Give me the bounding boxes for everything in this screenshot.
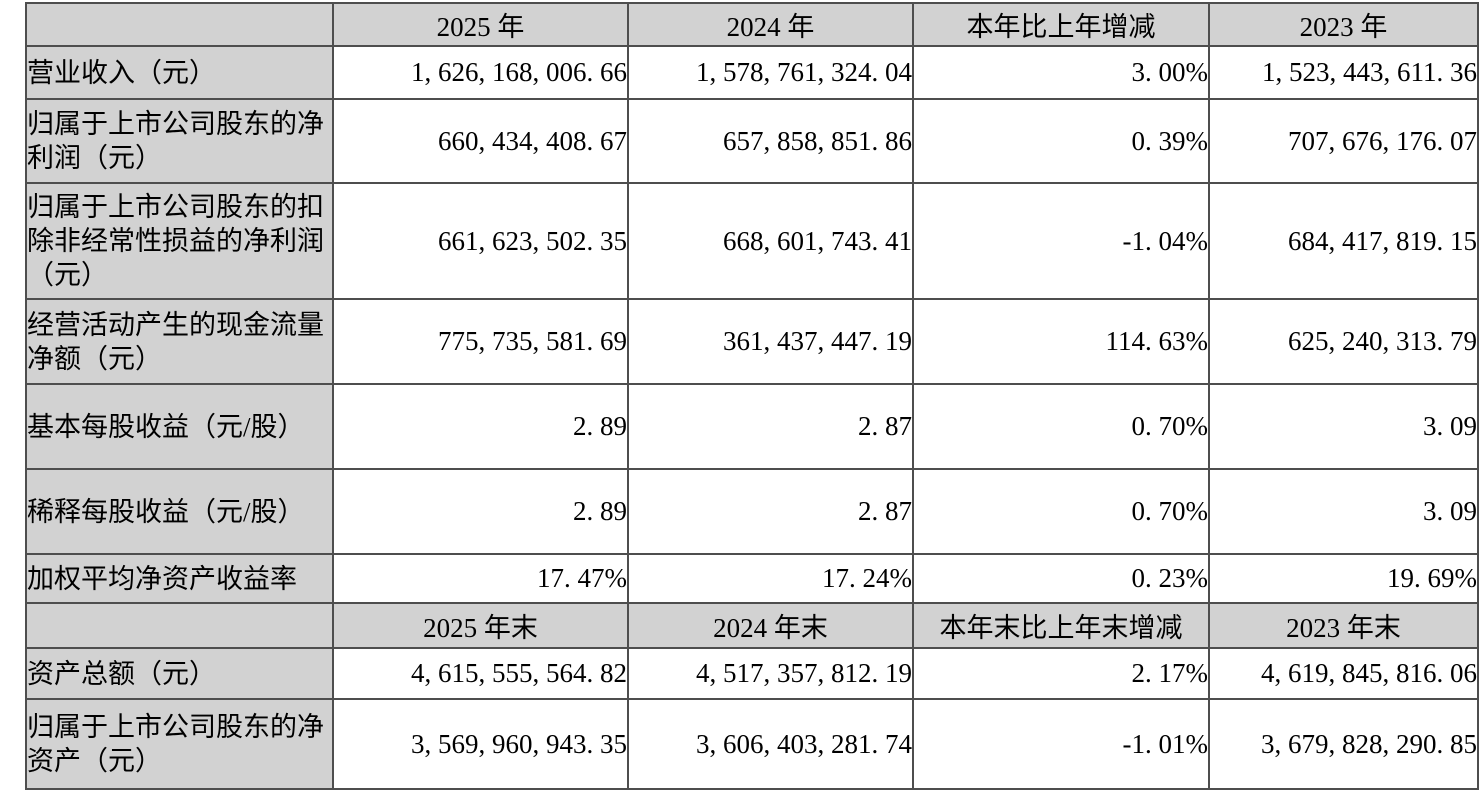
value-change: 114. 63% [912,298,1210,385]
financial-summary-table: 2025 年 2024 年 本年比上年增减 2023 年 营业收入（元） 1, … [25,2,1479,790]
value-2024: 657, 858, 851. 86 [627,98,914,184]
value-2024: 2. 87 [627,468,914,555]
row-label: 资产总额（元） [25,647,334,700]
col-header-yoy-change: 本年比上年增减 [912,2,1210,47]
value-2024: 361, 437, 447. 19 [627,298,914,385]
value-2025: 660, 434, 408. 67 [332,98,629,184]
row-weighted-average-roe: 加权平均净资产收益率 17. 47% 17. 24% 0. 23% 19. 69… [25,553,1479,604]
period-header-row: 2025 年 2024 年 本年比上年增减 2023 年 [25,2,1479,47]
value-2025: 775, 735, 581. 69 [332,298,629,385]
corner-cell [25,2,334,47]
value-2025: 17. 47% [332,553,629,604]
row-net-profit-attributable: 归属于上市公司股东的净利润（元） 660, 434, 408. 67 657, … [25,98,1479,184]
col-header-2023-end: 2023 年末 [1208,602,1479,649]
value-2024: 3, 606, 403, 281. 74 [627,698,914,790]
value-2023: 684, 417, 819. 15 [1208,182,1479,300]
period-end-header-row: 2025 年末 2024 年末 本年末比上年末增减 2023 年末 [25,602,1479,649]
corner-cell [25,602,334,649]
row-net-assets-attributable: 归属于上市公司股东的净资产（元） 3, 569, 960, 943. 35 3,… [25,698,1479,790]
row-operating-cash-flow: 经营活动产生的现金流量净额（元） 775, 735, 581. 69 361, … [25,298,1479,385]
value-2023: 4, 619, 845, 816. 06 [1208,647,1479,700]
value-2025: 4, 615, 555, 564. 82 [332,647,629,700]
row-total-assets: 资产总额（元） 4, 615, 555, 564. 82 4, 517, 357… [25,647,1479,700]
col-header-yoy-end-change: 本年末比上年末增减 [912,602,1210,649]
row-label: 归属于上市公司股东的净利润（元） [25,98,334,184]
value-2023: 1, 523, 443, 611. 36 [1208,45,1479,100]
value-2023: 707, 676, 176. 07 [1208,98,1479,184]
value-change: 0. 70% [912,383,1210,470]
value-2023: 3. 09 [1208,468,1479,555]
col-header-2024: 2024 年 [627,2,914,47]
row-label: 经营活动产生的现金流量净额（元） [25,298,334,385]
row-diluted-eps: 稀释每股收益（元/股） 2. 89 2. 87 0. 70% 3. 09 [25,468,1479,555]
value-2025: 661, 623, 502. 35 [332,182,629,300]
col-header-2025-end: 2025 年末 [332,602,629,649]
value-2024: 2. 87 [627,383,914,470]
value-change: 3. 00% [912,45,1210,100]
value-change: 0. 23% [912,553,1210,604]
value-2023: 625, 240, 313. 79 [1208,298,1479,385]
row-label: 归属于上市公司股东的扣除非经常性损益的净利润（元） [25,182,334,300]
value-2023: 3. 09 [1208,383,1479,470]
value-2024: 4, 517, 357, 812. 19 [627,647,914,700]
row-net-profit-deducted-nonrecurring: 归属于上市公司股东的扣除非经常性损益的净利润（元） 661, 623, 502.… [25,182,1479,300]
row-label: 归属于上市公司股东的净资产（元） [25,698,334,790]
value-change: -1. 01% [912,698,1210,790]
value-2023: 3, 679, 828, 290. 85 [1208,698,1479,790]
col-header-2024-end: 2024 年末 [627,602,914,649]
row-label: 加权平均净资产收益率 [25,553,334,604]
value-change: 0. 39% [912,98,1210,184]
value-2025: 1, 626, 168, 006. 66 [332,45,629,100]
col-header-2023: 2023 年 [1208,2,1479,47]
value-2024: 668, 601, 743. 41 [627,182,914,300]
value-2024: 17. 24% [627,553,914,604]
col-header-2025: 2025 年 [332,2,629,47]
row-label: 基本每股收益（元/股） [25,383,334,470]
value-change: 2. 17% [912,647,1210,700]
value-2025: 2. 89 [332,468,629,555]
row-basic-eps: 基本每股收益（元/股） 2. 89 2. 87 0. 70% 3. 09 [25,383,1479,470]
value-change: -1. 04% [912,182,1210,300]
value-change: 0. 70% [912,468,1210,555]
value-2025: 2. 89 [332,383,629,470]
value-2024: 1, 578, 761, 324. 04 [627,45,914,100]
row-label: 稀释每股收益（元/股） [25,468,334,555]
row-operating-revenue: 营业收入（元） 1, 626, 168, 006. 66 1, 578, 761… [25,45,1479,100]
row-label: 营业收入（元） [25,45,334,100]
value-2023: 19. 69% [1208,553,1479,604]
value-2025: 3, 569, 960, 943. 35 [332,698,629,790]
